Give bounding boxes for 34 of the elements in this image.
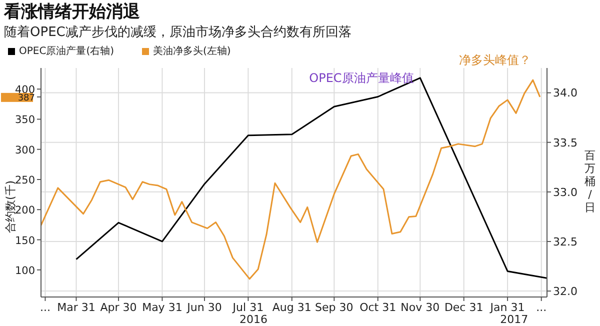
y2-axis-title: 百万桶/日 bbox=[584, 148, 596, 214]
x-tick-label: ... bbox=[40, 300, 50, 314]
annotation: 净多头峰值？ bbox=[458, 52, 531, 70]
x-tick-label: Sep 30 bbox=[315, 300, 354, 314]
y2-tick-label: 33.5 bbox=[553, 136, 578, 150]
x-tick-label: Mar 31 bbox=[57, 300, 96, 314]
y-tick-label: 200 bbox=[14, 204, 35, 217]
y-tick-label: 150 bbox=[14, 234, 35, 247]
y2-tick-label: 32.0 bbox=[553, 284, 578, 298]
x-tick-label: Jul 31 bbox=[232, 300, 264, 314]
x-tick-label: Dec 31 bbox=[444, 300, 484, 314]
y2-tick-label: 34.0 bbox=[553, 86, 578, 100]
chart-subtitle: 随着OPEC减产步伐的减缓，原油市场净多头合约数有所回落 bbox=[4, 24, 352, 41]
x-tick-label: Nov 30 bbox=[400, 300, 440, 314]
annotation: OPEC原油产量峰值 bbox=[309, 70, 414, 87]
y-tick-label: 300 bbox=[14, 144, 35, 156]
x-tick-label: Apr 30 bbox=[100, 300, 137, 314]
x-tick-label: May 31 bbox=[142, 300, 182, 314]
legend-label: 美油净多头(左轴) bbox=[152, 44, 231, 58]
text: 2017 bbox=[500, 313, 530, 326]
y-tick-label: 100 bbox=[14, 264, 35, 277]
chart-title: 看涨情绪开始消退 bbox=[4, 1, 140, 23]
x-tick-label: Jan 31 bbox=[489, 300, 525, 314]
y-axis-title: 合约数(千) bbox=[3, 180, 17, 232]
x-tick-label: ... bbox=[536, 300, 547, 314]
y-tick-label: 250 bbox=[14, 174, 35, 186]
y2-tick-label: 32.5 bbox=[553, 235, 578, 248]
text: 2016 bbox=[240, 313, 269, 326]
y2-tick-label: 33.0 bbox=[553, 186, 578, 199]
legend-label: OPEC原油产量(右轴) bbox=[18, 44, 114, 58]
y-tick-label: 350 bbox=[14, 114, 35, 126]
x-tick-label: Oct 31 bbox=[360, 300, 396, 314]
x-tick-label: Jun 30 bbox=[186, 300, 222, 314]
x-tick-label: Aug 31 bbox=[272, 300, 312, 314]
